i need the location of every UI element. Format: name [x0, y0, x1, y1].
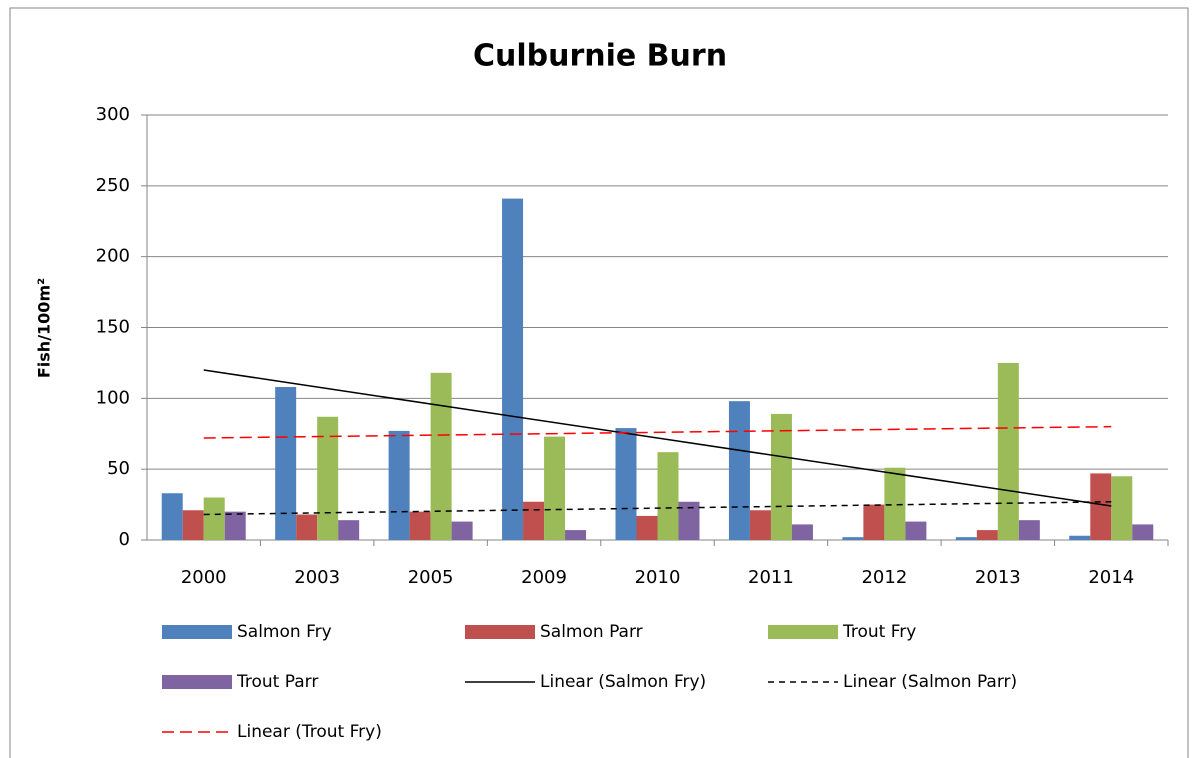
bar [161, 493, 183, 540]
legend-label: Salmon Parr [540, 622, 643, 642]
bar [409, 511, 431, 540]
x-tick-label: 2003 [294, 567, 340, 588]
bar [430, 372, 452, 540]
legend-label: Salmon Fry [237, 622, 332, 642]
bar [997, 362, 1019, 540]
x-tick-label: 2010 [635, 567, 681, 588]
bar [182, 510, 204, 540]
x-tick-label: 2000 [181, 567, 227, 588]
bar [1018, 520, 1040, 540]
bar [615, 428, 637, 540]
x-tick-label: 2005 [408, 567, 454, 588]
bar [842, 537, 864, 540]
bar [770, 413, 792, 540]
y-tick-label: 150 [96, 317, 130, 338]
bar [388, 430, 410, 540]
bar [1069, 535, 1091, 540]
legend-swatch [162, 625, 232, 639]
trend-line [203, 369, 1112, 507]
bar [275, 387, 297, 540]
bar [502, 198, 524, 541]
bar [678, 501, 700, 540]
bar [317, 416, 339, 540]
legend-label: Linear (Salmon Fry) [540, 672, 706, 692]
bar [544, 436, 566, 540]
bar [905, 521, 927, 540]
trend-line [203, 501, 1112, 516]
bar [791, 524, 813, 540]
bar [955, 537, 977, 540]
bar [1111, 476, 1133, 540]
bar [863, 504, 885, 540]
y-tick-label: 100 [96, 387, 130, 408]
legend-swatch [768, 625, 838, 639]
bar [523, 501, 545, 540]
y-tick-label: 200 [96, 246, 130, 267]
legend-label: Trout Fry [842, 622, 916, 642]
legend-swatch [162, 675, 232, 689]
y-axis-label: Fish/100m² [35, 278, 54, 378]
trend-line [203, 425, 1112, 439]
chart-title: Culburnie Burn [473, 39, 727, 74]
bar [1090, 473, 1112, 540]
y-tick-label: 0 [119, 529, 130, 550]
bar [1132, 524, 1154, 540]
bar [749, 510, 771, 540]
bar [565, 530, 587, 540]
bar [451, 521, 473, 540]
bar [657, 452, 679, 540]
legend-label: Linear (Trout Fry) [237, 722, 382, 742]
bar [636, 515, 658, 540]
legend-label: Linear (Salmon Parr) [843, 672, 1017, 692]
legend-swatch [465, 625, 535, 639]
y-tick-label: 250 [96, 175, 130, 196]
x-tick-label: 2009 [521, 567, 567, 588]
x-tick-label: 2014 [1088, 567, 1134, 588]
bar [976, 530, 998, 540]
legend-label: Trout Parr [236, 672, 318, 692]
x-tick-label: 2012 [861, 567, 907, 588]
y-tick-label: 300 [96, 104, 130, 125]
x-tick-label: 2013 [975, 567, 1021, 588]
bar [296, 514, 318, 540]
bar [203, 497, 225, 540]
y-tick-label: 50 [107, 458, 130, 479]
x-tick-label: 2011 [748, 567, 794, 588]
bar [224, 511, 246, 540]
bar [728, 401, 750, 540]
bar [338, 520, 360, 540]
bar [884, 467, 906, 540]
